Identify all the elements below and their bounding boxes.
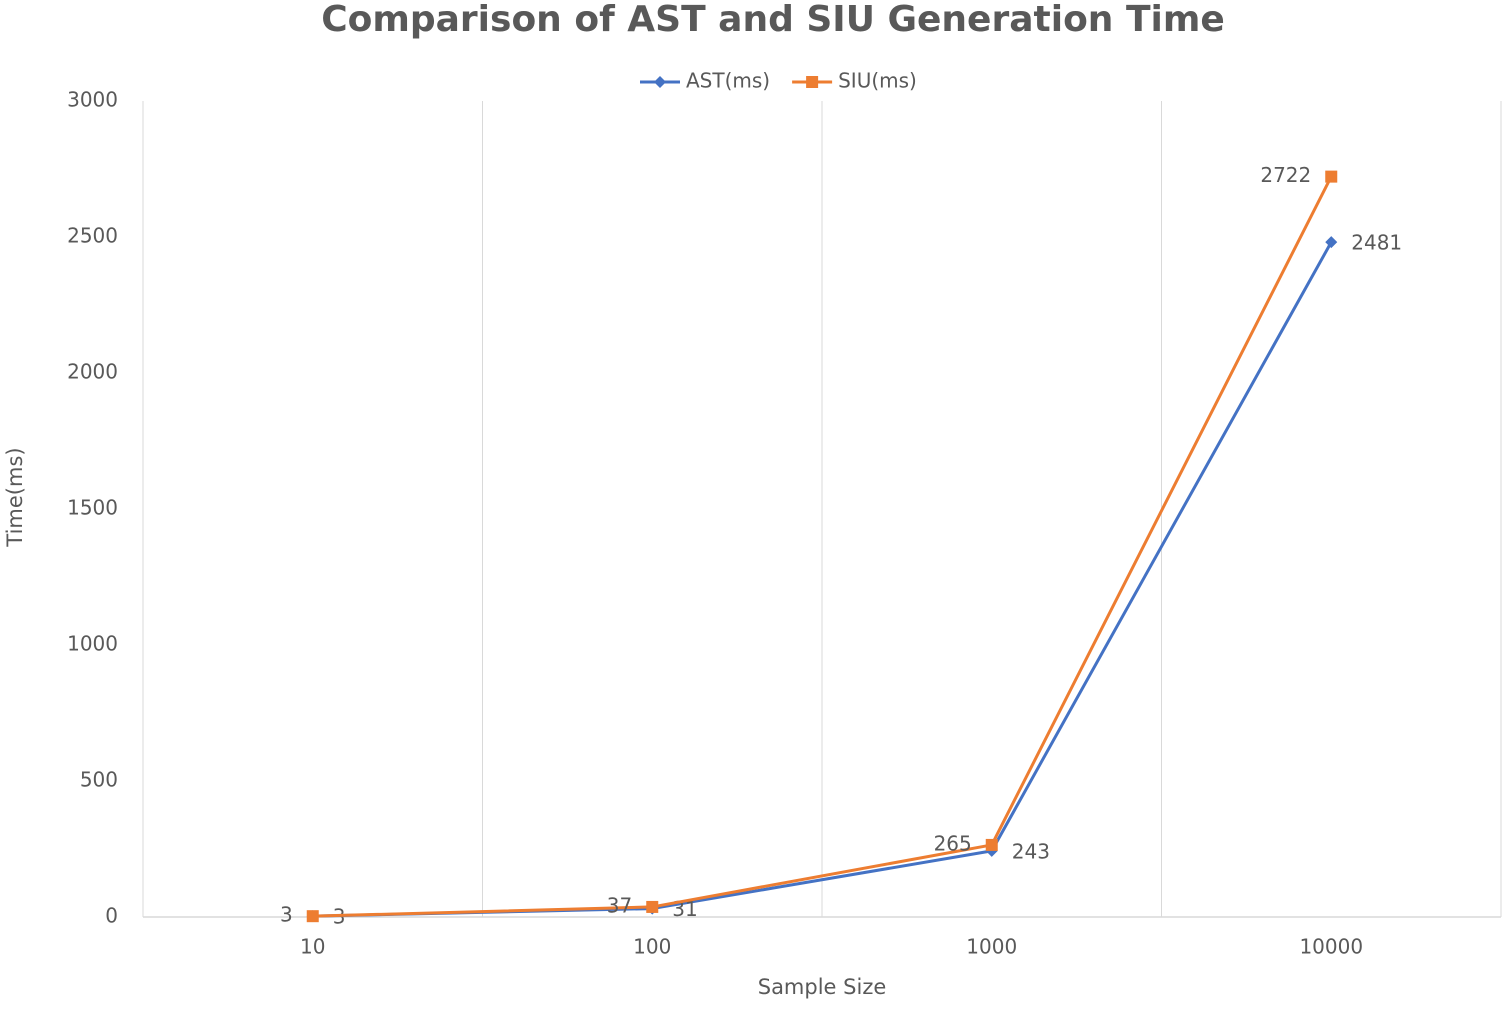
marker	[985, 838, 998, 851]
y-tick-label: 500	[80, 768, 118, 792]
marker	[306, 910, 319, 923]
data-label: 3	[280, 903, 293, 927]
x-axis-label: Sample Size	[758, 975, 887, 999]
legend-marker	[806, 76, 819, 88]
data-label: 2722	[1260, 163, 1311, 187]
series-line	[312, 175, 1333, 918]
marker	[1325, 170, 1338, 183]
y-axis-label: Time(ms)	[3, 447, 27, 547]
y-tick-label: 0	[105, 904, 118, 928]
x-tick-label: 10	[300, 935, 325, 959]
y-tick-label: 2500	[67, 224, 118, 248]
marker	[1325, 236, 1338, 249]
data-label: 243	[1012, 839, 1050, 863]
legend-label: SIU(ms)	[838, 69, 917, 93]
data-label: 2481	[1351, 231, 1402, 255]
data-label: 37	[607, 893, 632, 917]
marker	[646, 900, 659, 913]
legend-marker	[654, 76, 666, 88]
data-label: 265	[934, 831, 972, 855]
y-tick-label: 1500	[67, 496, 118, 520]
chart-title: Comparison of AST and SIU Generation Tim…	[321, 0, 1225, 40]
x-tick-label: 1000	[966, 935, 1017, 959]
x-tick-label: 100	[633, 935, 671, 959]
y-tick-label: 3000	[67, 88, 118, 112]
x-tick-label: 10000	[1299, 935, 1363, 959]
y-tick-label: 2000	[67, 360, 118, 384]
y-tick-label: 1000	[67, 632, 118, 656]
legend-label: AST(ms)	[686, 69, 770, 93]
